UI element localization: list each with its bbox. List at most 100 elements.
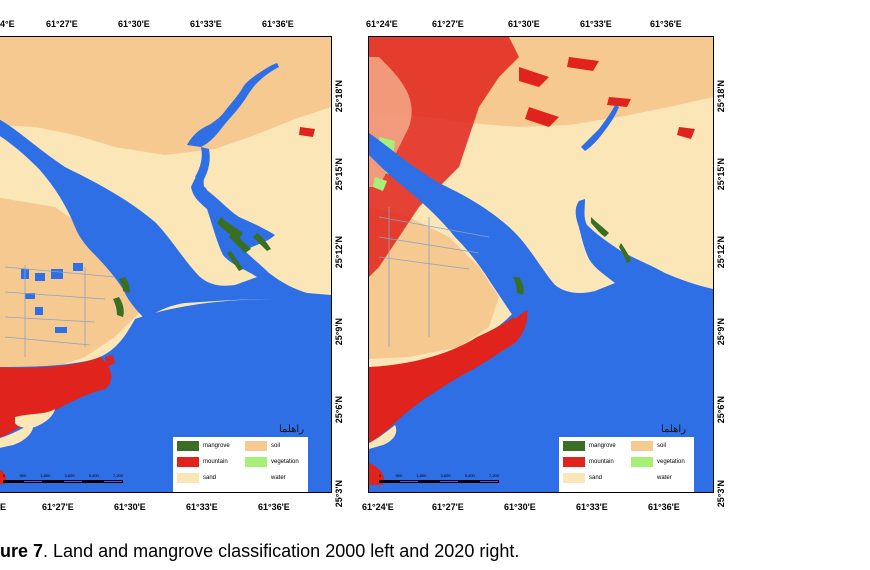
scale-segments bbox=[3, 480, 123, 483]
scale-label: 1,800 bbox=[40, 473, 51, 478]
scale-label: 1,800 bbox=[416, 473, 427, 478]
right-bottom-tick: 61°30'E bbox=[504, 502, 536, 512]
legend-swatch-soil bbox=[245, 441, 267, 451]
canal-lines bbox=[378, 207, 490, 347]
scale-label: 0 bbox=[379, 473, 382, 478]
right-map bbox=[369, 37, 713, 492]
scale-label: 900 bbox=[19, 473, 27, 478]
legend-label: vegetation bbox=[657, 459, 685, 465]
right-right-tick: 25°12'N bbox=[716, 236, 726, 269]
mountain-region bbox=[369, 307, 528, 443]
left-top-tick: 61°27'E bbox=[46, 19, 78, 29]
left-right-tick: 25°15'N bbox=[334, 158, 344, 191]
legend-item-mountain: mountain bbox=[177, 457, 228, 467]
soil-region bbox=[0, 197, 145, 367]
pond bbox=[25, 293, 35, 299]
figure-caption-label: ure 7 bbox=[0, 541, 44, 561]
legend-item-water: water bbox=[631, 473, 672, 483]
estuary-water bbox=[0, 119, 331, 319]
canal-lines bbox=[4, 265, 116, 357]
figure-caption-text: . Land and mangrove classification 2000 … bbox=[43, 541, 520, 561]
left-map-panel: راهلما mangrove soil mountain vegetation… bbox=[0, 36, 332, 493]
mountain-patch bbox=[519, 57, 631, 127]
right-map-panel: راهلما mangrove soil mountain vegetation… bbox=[368, 36, 714, 493]
legend-swatch-mountain bbox=[177, 457, 199, 467]
legend-swatch-soil bbox=[631, 441, 653, 451]
left-bottom-tick: 61°27'E bbox=[42, 502, 74, 512]
legend-label: mangrove bbox=[203, 443, 230, 449]
pond bbox=[35, 307, 43, 315]
left-scale-bar: 0 900 1,800 3,600 5,400 7,200 bbox=[3, 473, 123, 483]
legend-swatch-mangrove bbox=[177, 441, 199, 451]
left-right-tick: 25°3'N bbox=[334, 480, 344, 508]
legend-item-soil: soil bbox=[631, 441, 666, 451]
left-top-tick: 61°36'E bbox=[262, 19, 294, 29]
left-top-tick: 4°E bbox=[0, 19, 15, 29]
legend-item-mangrove: mangrove bbox=[177, 441, 230, 451]
estuary-water bbox=[369, 133, 713, 319]
right-top-tick: 61°27'E bbox=[432, 19, 464, 29]
legend-swatch-vegetation bbox=[245, 457, 267, 467]
right-right-tick: 25°6'N bbox=[716, 396, 726, 424]
soil-region bbox=[0, 37, 331, 155]
left-bottom-tick: 61°36'E bbox=[258, 502, 290, 512]
right-top-tick: 61°33'E bbox=[580, 19, 612, 29]
place-name-label: راهلما bbox=[279, 424, 305, 435]
right-top-tick: 61°36'E bbox=[650, 19, 682, 29]
scale-label: 7,200 bbox=[488, 473, 499, 478]
left-top-tick: 61°33'E bbox=[190, 19, 222, 29]
mountain-patch bbox=[105, 355, 115, 367]
legend-swatch-mountain bbox=[563, 457, 585, 467]
scale-label: 3,600 bbox=[64, 473, 75, 478]
right-right-tick: 25°18'N bbox=[716, 80, 726, 113]
legend-label: mountain bbox=[589, 459, 614, 465]
pond bbox=[73, 263, 83, 271]
top-caption-fragment: Figure 6. Mangrove forest and land class… bbox=[0, 0, 488, 12]
legend-item-sand: sand bbox=[177, 473, 216, 483]
pond bbox=[51, 269, 63, 279]
left-bottom-tick: E bbox=[0, 502, 7, 512]
legend-swatch-water bbox=[245, 473, 267, 483]
mangrove-patch bbox=[113, 297, 124, 317]
sand-strip bbox=[0, 423, 34, 448]
right-bottom-tick: 61°27'E bbox=[432, 502, 464, 512]
scale-label: 3,600 bbox=[440, 473, 451, 478]
legend-item-sand: sand bbox=[563, 473, 602, 483]
place-name-label: راهلما bbox=[661, 424, 687, 435]
mangrove-patch bbox=[619, 243, 631, 263]
right-top-tick: 61°24'E bbox=[366, 19, 398, 29]
legend-swatch-mangrove bbox=[563, 441, 585, 451]
right-right-tick: 25°15'N bbox=[716, 158, 726, 191]
right-bottom-tick: 61°36'E bbox=[648, 502, 680, 512]
right-top-tick: 61°30'E bbox=[508, 19, 540, 29]
mountain-patch bbox=[677, 127, 695, 139]
left-right-tick: 25°6'N bbox=[334, 396, 344, 424]
legend-swatch-sand bbox=[177, 473, 199, 483]
left-right-tick: 25°9'N bbox=[334, 318, 344, 346]
left-right-tick: 25°12'N bbox=[334, 236, 344, 269]
pond bbox=[35, 273, 45, 281]
right-bottom-tick: 61°24'E bbox=[362, 502, 394, 512]
legend-label: mountain bbox=[203, 459, 228, 465]
sand-strip bbox=[369, 425, 397, 449]
creek-water bbox=[195, 147, 210, 181]
left-right-tick: 25°18'N bbox=[334, 80, 344, 113]
legend-swatch-sand bbox=[563, 473, 585, 483]
scale-label: 5,400 bbox=[464, 473, 475, 478]
creek-water bbox=[581, 105, 619, 151]
legend-label: soil bbox=[657, 443, 667, 449]
mountain-region bbox=[369, 463, 385, 485]
legend-item-mountain: mountain bbox=[563, 457, 614, 467]
right-legend: mangrove soil mountain vegetation sand w… bbox=[559, 437, 694, 492]
left-map bbox=[0, 37, 331, 492]
left-bottom-tick: 61°33'E bbox=[186, 502, 218, 512]
left-legend: mangrove soil mountain vegetation sand w… bbox=[173, 437, 308, 492]
mangrove-patch bbox=[217, 217, 243, 239]
scale-label: 900 bbox=[395, 473, 403, 478]
mangrove-patch bbox=[119, 277, 130, 293]
legend-item-water: water bbox=[245, 473, 286, 483]
scale-label: 7,200 bbox=[112, 473, 123, 478]
soil-region bbox=[369, 207, 499, 359]
legend-label: water bbox=[657, 475, 672, 481]
left-bottom-tick: 61°30'E bbox=[114, 502, 146, 512]
